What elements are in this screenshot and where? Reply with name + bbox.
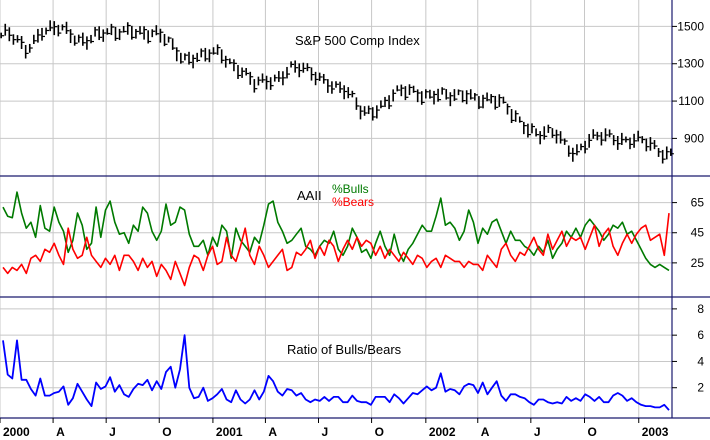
aaii-title: AAII bbox=[297, 188, 322, 203]
x-axis-labels: 2000 A J O 2001 A J O 2002 A J O 2003 bbox=[0, 418, 669, 439]
y-tick-label: 900 bbox=[684, 131, 704, 145]
y-tick-label: 6 bbox=[697, 328, 704, 342]
x-tick-label: A bbox=[56, 425, 65, 439]
y-tick-label: 1100 bbox=[678, 94, 704, 108]
x-tick-label: 2003 bbox=[642, 425, 669, 439]
grid-layer bbox=[0, 0, 672, 418]
x-tick-label: A bbox=[268, 425, 277, 439]
y-tick-label: 1300 bbox=[677, 57, 704, 71]
ratio-series-line bbox=[2, 334, 670, 411]
y-tick-label: 1500 bbox=[677, 19, 704, 33]
ratio-title: Ratio of Bulls/Bears bbox=[287, 342, 402, 357]
x-tick-label: A bbox=[481, 425, 490, 439]
x-tick-label: 2001 bbox=[216, 425, 243, 439]
y-tick-label: 8 bbox=[697, 302, 704, 316]
y-tick-label: 45 bbox=[691, 226, 705, 240]
sp500-price-bars bbox=[0, 20, 674, 164]
y-tick-label: 25 bbox=[691, 256, 705, 270]
bears-series-line bbox=[2, 213, 670, 287]
y-tick-label: 4 bbox=[697, 354, 704, 368]
x-tick-label: J bbox=[322, 425, 329, 439]
x-tick-label: 2002 bbox=[429, 425, 456, 439]
bulls-bears-ratio-line bbox=[2, 334, 670, 411]
sp500-title: S&P 500 Comp Index bbox=[295, 33, 420, 48]
x-tick-label: O bbox=[162, 425, 171, 439]
x-tick-label: O bbox=[588, 425, 597, 439]
y-axis-ticks: 900 1100 1300 1500 25 45 65 2 4 6 8 bbox=[672, 19, 705, 395]
y-tick-label: 65 bbox=[691, 196, 705, 210]
aaii-sentiment-lines bbox=[2, 191, 670, 287]
panel-dividers bbox=[0, 0, 710, 419]
y-tick-label: 2 bbox=[697, 381, 704, 395]
x-tick-label: J bbox=[109, 425, 116, 439]
x-tick-label: O bbox=[375, 425, 384, 439]
x-tick-label: J bbox=[534, 425, 541, 439]
legend-bulls: %Bulls bbox=[332, 182, 369, 196]
bulls-series-line bbox=[2, 191, 670, 272]
legend-bears: %Bears bbox=[332, 195, 374, 209]
x-tick-label: 2000 bbox=[3, 425, 30, 439]
